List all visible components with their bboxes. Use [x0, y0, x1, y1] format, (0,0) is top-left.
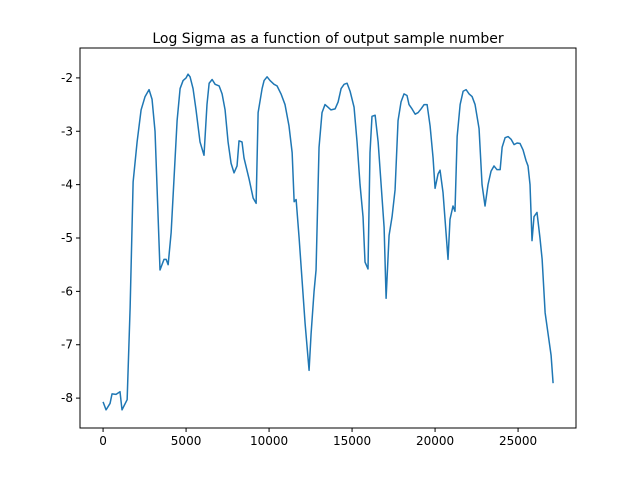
y-tick-label: -8: [61, 391, 73, 405]
axes-frame: [79, 47, 577, 429]
y-tick-label: -7: [61, 338, 73, 352]
x-tick-label: 0: [99, 434, 107, 448]
y-tick-label: -6: [61, 284, 73, 298]
x-tick-label: 10000: [250, 434, 288, 448]
x-tick-label: 15000: [333, 434, 371, 448]
y-tick-label: -5: [61, 231, 73, 245]
chart-title: Log Sigma as a function of output sample…: [152, 31, 504, 47]
y-tick-label: -3: [61, 124, 73, 138]
y-tick-label: -4: [61, 178, 73, 192]
x-tick-label: 5000: [171, 434, 202, 448]
x-tick-label: 25000: [499, 434, 537, 448]
y-tick-label: -2: [61, 71, 73, 85]
line-series: [102, 73, 554, 411]
x-tick-label: 20000: [416, 434, 454, 448]
